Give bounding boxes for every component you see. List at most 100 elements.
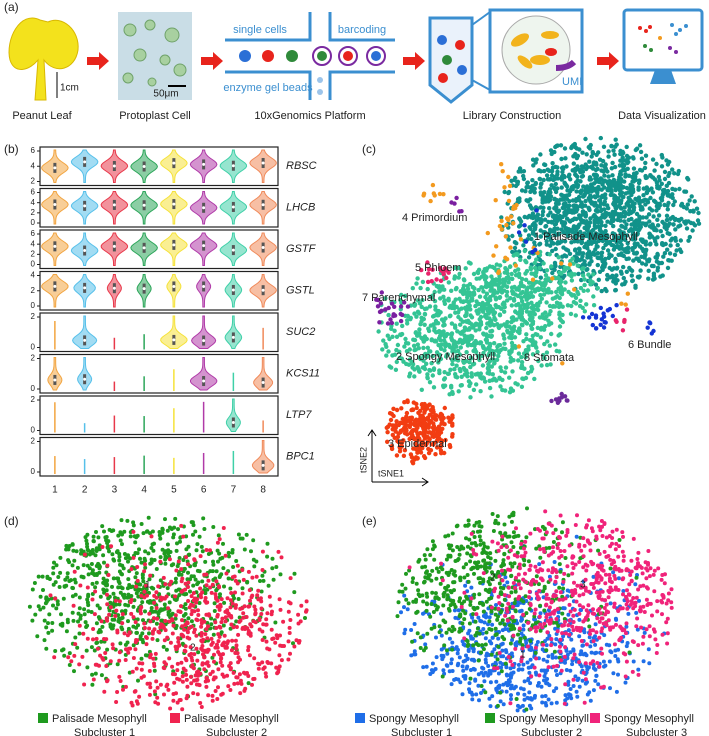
cell-point bbox=[607, 178, 612, 184]
cell-point bbox=[90, 597, 95, 602]
cell-point bbox=[122, 631, 127, 636]
cell-point bbox=[543, 694, 548, 698]
cell-point bbox=[593, 160, 599, 166]
cell-point bbox=[567, 251, 573, 256]
cell-point bbox=[432, 326, 437, 331]
cell-point bbox=[617, 203, 622, 209]
cell-point bbox=[126, 626, 131, 631]
cell-point bbox=[161, 665, 166, 670]
cell-point bbox=[70, 542, 75, 547]
cell-point bbox=[206, 647, 211, 652]
cell-point bbox=[99, 639, 104, 644]
cell-point bbox=[655, 223, 661, 228]
cell-point bbox=[216, 639, 221, 644]
cell-point bbox=[550, 276, 555, 281]
cell-point bbox=[131, 523, 136, 528]
cell-point bbox=[141, 674, 146, 679]
cell-point bbox=[576, 271, 581, 277]
cell-point bbox=[122, 529, 127, 534]
cell-point bbox=[434, 277, 439, 282]
cell-point bbox=[511, 204, 517, 209]
cell-point bbox=[388, 317, 393, 322]
cell-point bbox=[192, 652, 197, 657]
cell-point bbox=[647, 661, 652, 666]
cell-point bbox=[630, 155, 636, 160]
cell-point bbox=[549, 169, 555, 174]
cell-point bbox=[485, 651, 489, 656]
cell-point bbox=[242, 547, 247, 552]
cell-point bbox=[503, 266, 508, 271]
cell-point bbox=[199, 544, 204, 549]
cells bbox=[122, 19, 187, 87]
cell-point bbox=[187, 636, 192, 641]
cell-point bbox=[171, 535, 176, 540]
cell-point bbox=[413, 442, 419, 447]
cell-point bbox=[181, 613, 186, 618]
cell-point bbox=[603, 286, 608, 292]
cell-point bbox=[632, 251, 637, 256]
cell-point bbox=[449, 682, 454, 687]
cell-point bbox=[173, 580, 178, 585]
cell-point bbox=[105, 541, 110, 545]
cell-point bbox=[183, 649, 188, 654]
cell-point bbox=[613, 256, 618, 262]
cell-point bbox=[118, 641, 123, 646]
cell-point bbox=[675, 242, 680, 248]
cell-point bbox=[528, 338, 533, 343]
cell-point bbox=[135, 578, 140, 583]
cell-point bbox=[492, 352, 497, 357]
cell-point bbox=[654, 255, 659, 261]
cell-point bbox=[389, 411, 394, 417]
cell-point bbox=[44, 646, 49, 651]
cell-point bbox=[92, 573, 97, 577]
cell-point bbox=[95, 603, 100, 608]
cell-point bbox=[415, 342, 420, 347]
cell-point bbox=[166, 548, 171, 553]
cell-point bbox=[94, 530, 98, 534]
cell-point bbox=[660, 233, 665, 239]
cell-point bbox=[131, 555, 136, 560]
cell-point bbox=[196, 613, 201, 617]
cell-point bbox=[668, 243, 673, 248]
cell-point bbox=[505, 328, 510, 333]
cell-point bbox=[394, 334, 400, 339]
cell-point bbox=[238, 678, 243, 683]
cell-point bbox=[102, 529, 106, 534]
cell-point bbox=[646, 276, 651, 281]
cell-point bbox=[552, 196, 557, 202]
cell-point bbox=[252, 656, 257, 661]
cell-point bbox=[441, 384, 446, 390]
cell-point bbox=[592, 221, 597, 226]
cell-point bbox=[524, 290, 530, 295]
cell-point bbox=[540, 195, 545, 201]
cell-point bbox=[498, 365, 503, 370]
cell-point bbox=[516, 351, 522, 356]
cell-point bbox=[94, 564, 99, 568]
median bbox=[83, 286, 87, 290]
cell-point bbox=[203, 559, 208, 564]
cell-point bbox=[516, 358, 521, 363]
cell-point bbox=[86, 572, 91, 577]
cell-point bbox=[503, 255, 508, 260]
cell-point bbox=[443, 341, 448, 346]
cell-point bbox=[553, 397, 559, 402]
cell-point bbox=[624, 185, 630, 191]
cell-point bbox=[469, 374, 474, 379]
cell-point bbox=[591, 181, 597, 186]
cell-point bbox=[664, 213, 670, 218]
cell-point bbox=[183, 656, 188, 661]
cell-point bbox=[522, 692, 527, 697]
median bbox=[83, 377, 87, 381]
cell-point bbox=[192, 627, 197, 632]
cell-point bbox=[525, 180, 530, 186]
cell-point bbox=[113, 598, 118, 603]
cell-point bbox=[398, 332, 404, 338]
cell-point bbox=[589, 154, 594, 159]
cell-point bbox=[215, 548, 220, 553]
cell-point bbox=[391, 406, 396, 411]
cell-point bbox=[559, 156, 564, 162]
cell-point bbox=[511, 298, 517, 303]
cell-point bbox=[133, 689, 138, 694]
cell-point bbox=[508, 264, 513, 269]
median bbox=[53, 284, 57, 288]
